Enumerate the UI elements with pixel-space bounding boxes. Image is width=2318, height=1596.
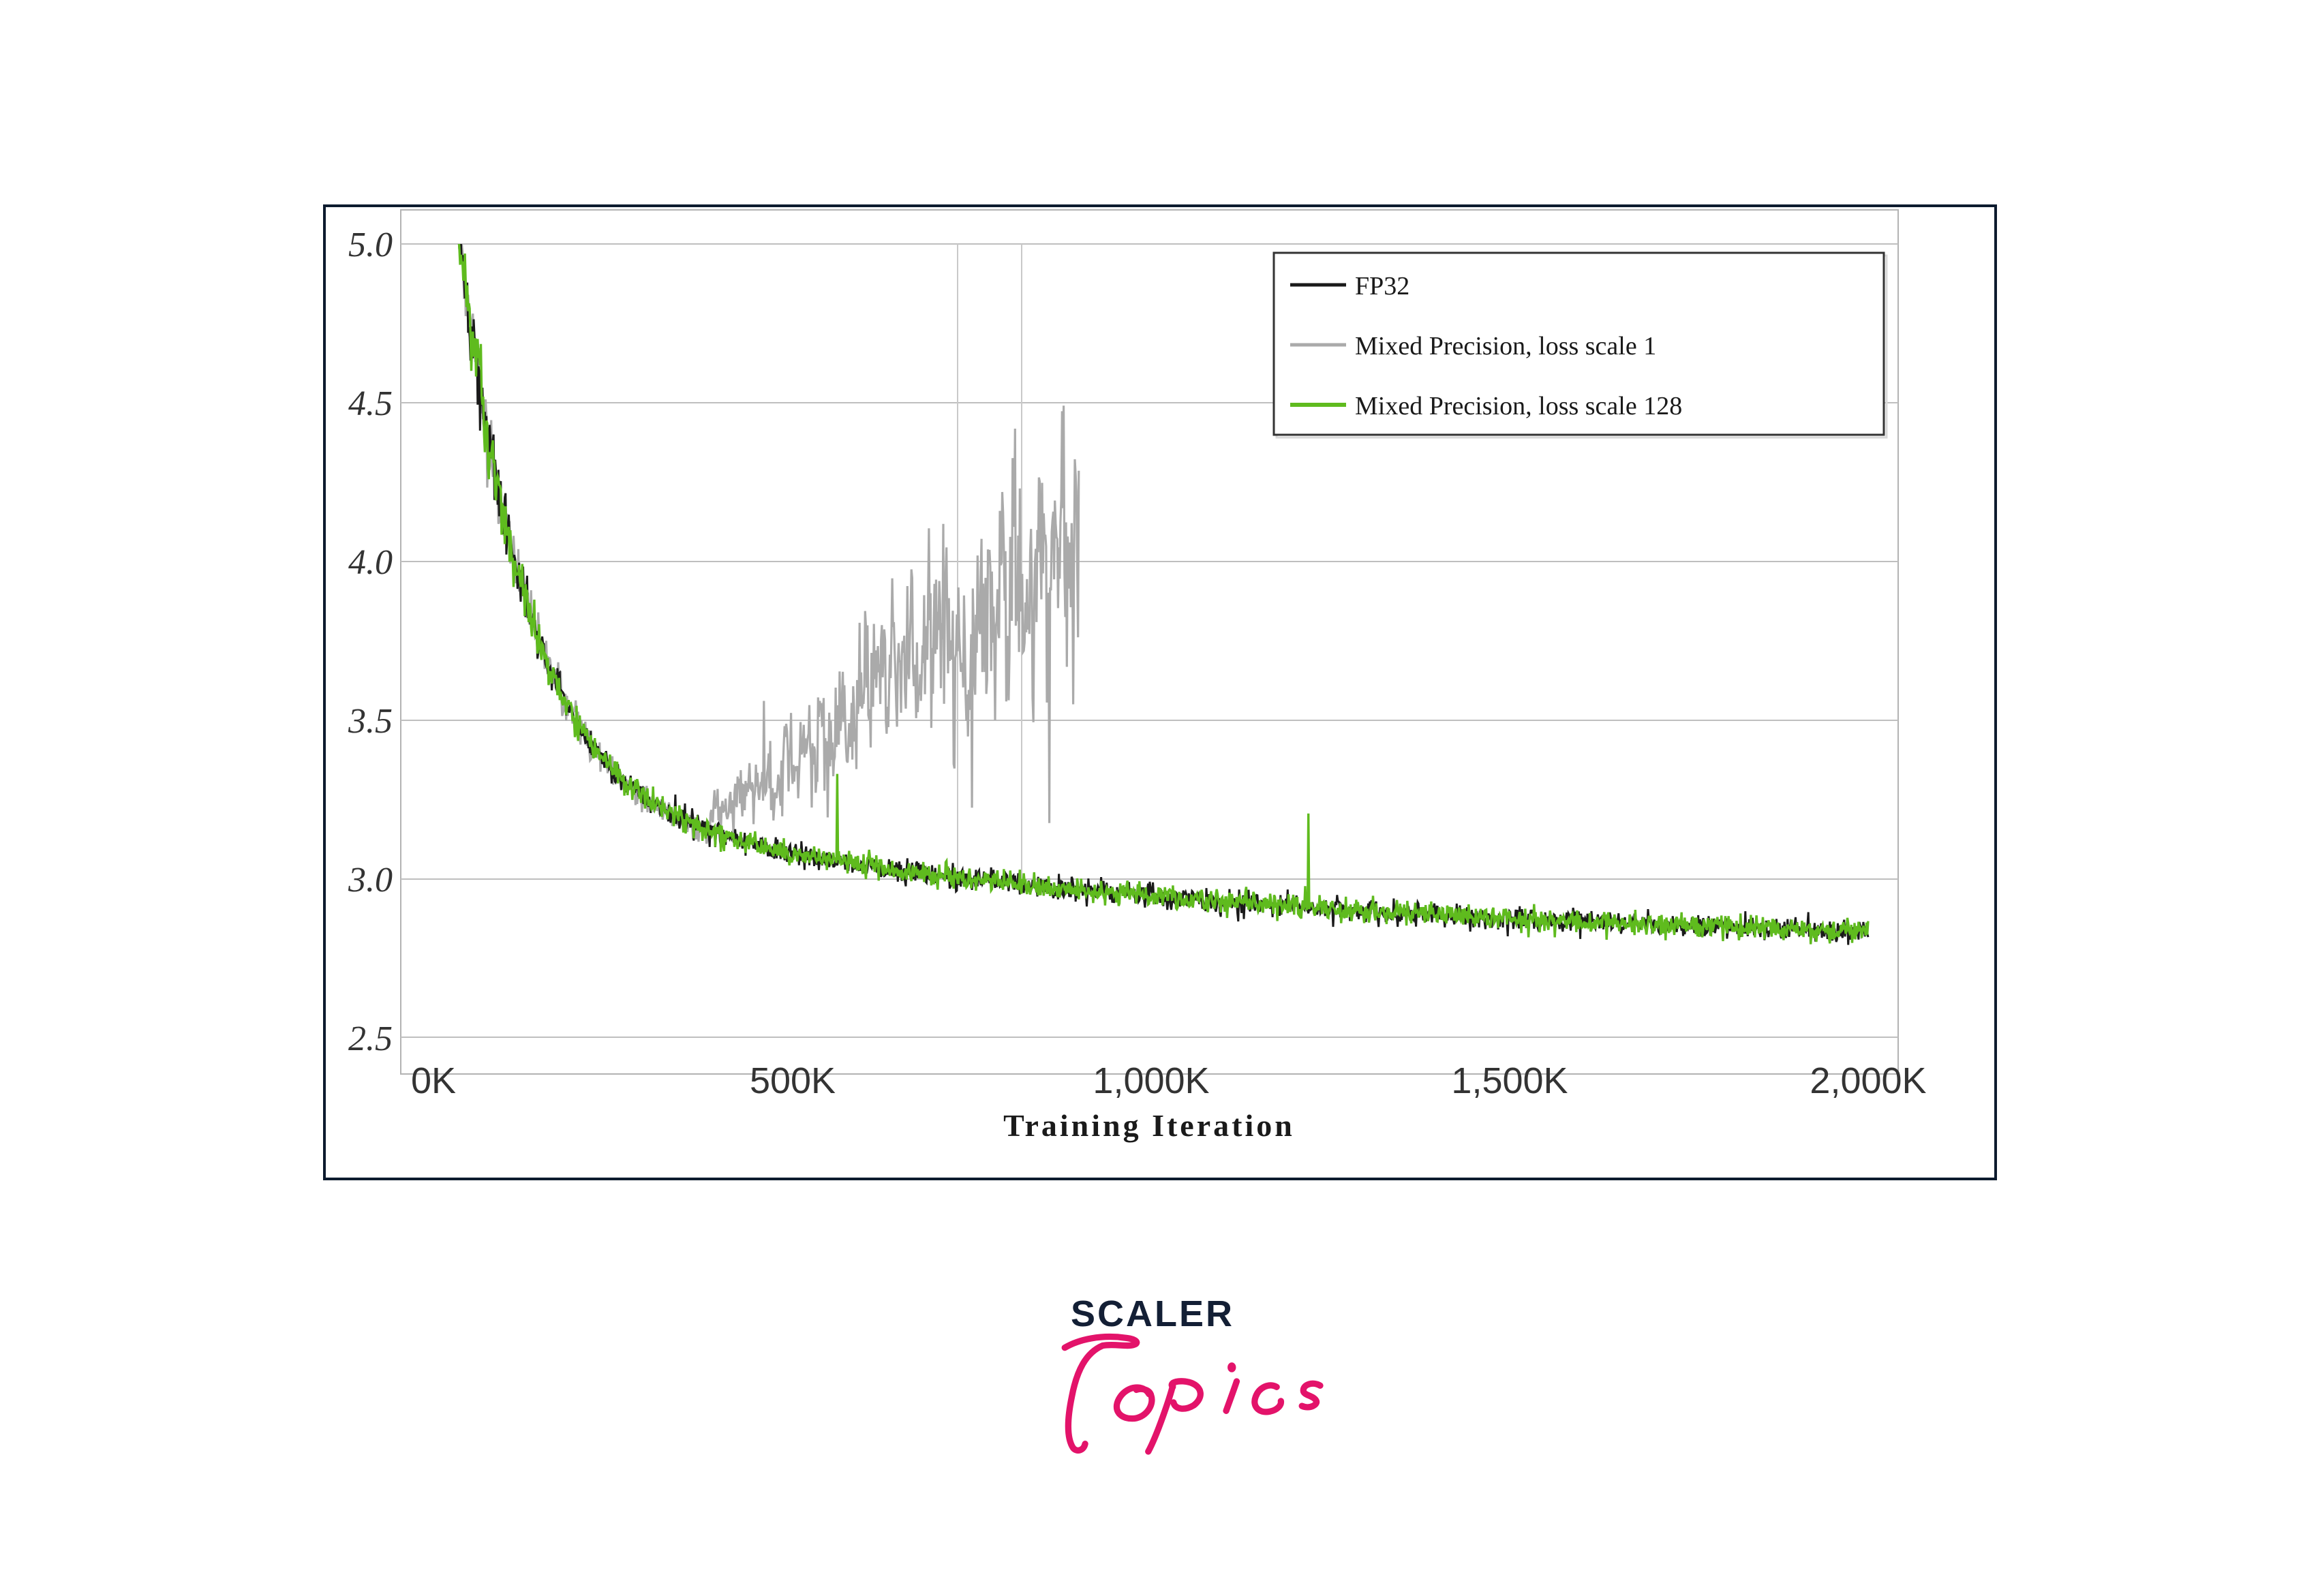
svg-text:2,000K: 2,000K xyxy=(1810,1060,1926,1101)
svg-text:3.0: 3.0 xyxy=(348,861,393,900)
svg-text:3.5: 3.5 xyxy=(348,702,393,741)
svg-text:2.5: 2.5 xyxy=(348,1019,393,1058)
svg-text:4.0: 4.0 xyxy=(348,543,393,582)
svg-text:1,500K: 1,500K xyxy=(1451,1060,1568,1101)
svg-text:0K: 0K xyxy=(411,1060,456,1101)
svg-text:Mixed Precision, loss scale 1: Mixed Precision, loss scale 1 xyxy=(1355,332,1656,360)
svg-text:4.5: 4.5 xyxy=(348,384,393,423)
svg-text:Training Iteration: Training Iteration xyxy=(1003,1108,1295,1143)
svg-text:FP32: FP32 xyxy=(1355,272,1409,301)
svg-text:5.0: 5.0 xyxy=(348,226,393,264)
svg-text:SCALER: SCALER xyxy=(1071,1293,1234,1334)
svg-text:1,000K: 1,000K xyxy=(1093,1060,1209,1101)
svg-text:Mixed Precision, loss scale 12: Mixed Precision, loss scale 128 xyxy=(1355,392,1682,420)
svg-text:500K: 500K xyxy=(750,1060,836,1101)
